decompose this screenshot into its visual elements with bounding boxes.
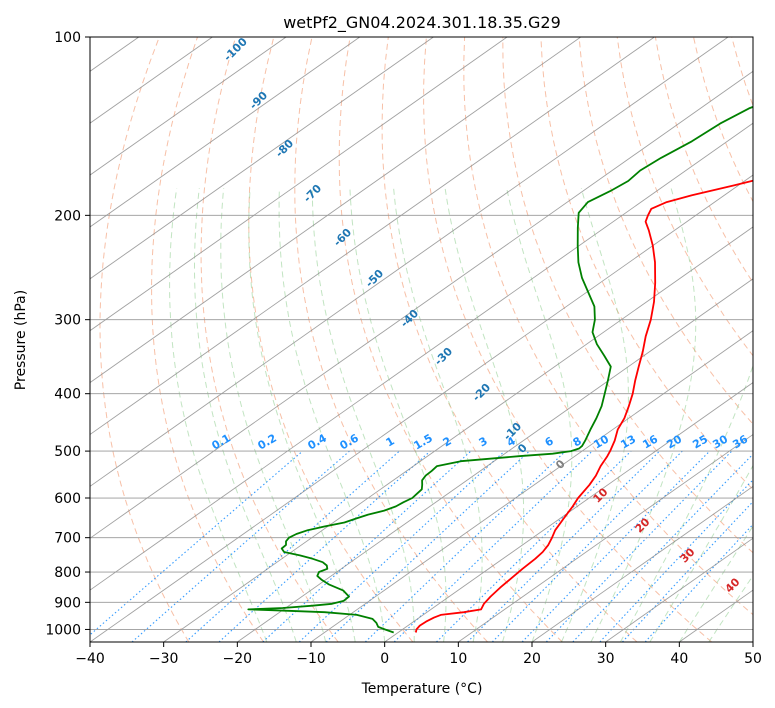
y-tick-label: 200 bbox=[54, 208, 81, 224]
background-lines bbox=[90, 37, 753, 642]
dry-adiabat bbox=[540, 37, 753, 491]
y-tick-label: 1000 bbox=[45, 622, 81, 638]
axis-ticks: −40 −30 −20 −10 0 10 20 30 40 50 1000 900 800 700 600 5… bbox=[45, 30, 762, 667]
isotherm bbox=[90, 122, 753, 591]
mixing-ratio-line bbox=[393, 450, 593, 642]
y-tick-label: 400 bbox=[54, 387, 81, 403]
mixing-ratio-line bbox=[545, 450, 733, 642]
mixing-ratio-line bbox=[218, 450, 431, 642]
y-tick-label: 100 bbox=[54, 30, 81, 46]
y-tick-label: 600 bbox=[54, 491, 81, 507]
isotherm bbox=[90, 37, 655, 436]
x-tick-label: −20 bbox=[223, 651, 253, 667]
x-tick-label: 0 bbox=[380, 651, 389, 667]
mixing-ratio-line bbox=[599, 479, 753, 642]
isotherm bbox=[237, 278, 753, 642]
isotherm bbox=[90, 37, 434, 280]
mixing-ratio-line bbox=[572, 453, 753, 642]
x-axis-label: Temperature (°C) bbox=[361, 681, 483, 697]
dry-adiabat bbox=[338, 37, 563, 642]
moist-adiabat bbox=[248, 188, 356, 642]
isotherm bbox=[90, 37, 287, 176]
dry-adiabat bbox=[200, 37, 339, 642]
y-tick-label: 700 bbox=[54, 531, 81, 547]
mixing-ratio-line bbox=[185, 450, 400, 642]
moist-adiabat bbox=[649, 464, 753, 642]
dry-adiabat bbox=[294, 37, 488, 642]
profiles bbox=[247, 105, 753, 634]
dry-adiabat bbox=[502, 37, 753, 554]
moist-adiabat bbox=[349, 188, 447, 642]
x-tick-label: 50 bbox=[744, 651, 762, 667]
moist-adiabat bbox=[678, 525, 753, 642]
x-tick-label: 20 bbox=[523, 651, 541, 667]
moist-adiabat bbox=[194, 188, 297, 642]
isotherm bbox=[90, 37, 582, 384]
moist-adiabat bbox=[278, 188, 386, 642]
isotherm bbox=[384, 382, 753, 642]
mixing-ratio-line bbox=[364, 450, 566, 642]
plot-area bbox=[90, 37, 753, 642]
dry-adiabat bbox=[578, 37, 753, 425]
moist-adiabat bbox=[169, 188, 268, 642]
moist-adiabat bbox=[619, 364, 753, 642]
dry-adiabat bbox=[463, 37, 753, 616]
y-axis-label: Pressure (hPa) bbox=[13, 290, 29, 390]
y-tick-label: 900 bbox=[54, 595, 81, 611]
dry-adiabat bbox=[616, 37, 753, 357]
mixing-ratio-line bbox=[436, 450, 632, 642]
y-tick-label: 800 bbox=[54, 565, 81, 581]
plot-frame bbox=[89, 36, 754, 643]
isotherm bbox=[90, 174, 753, 642]
moist-adiabat bbox=[506, 188, 573, 642]
mixing-ratio-line bbox=[521, 450, 711, 642]
chart-title: wetPf2_GN04.2024.301.18.35.G29 bbox=[283, 13, 561, 33]
dry-adiabat bbox=[151, 37, 264, 642]
moist-adiabat bbox=[561, 188, 629, 642]
isotherm bbox=[90, 37, 508, 332]
isotherm bbox=[90, 37, 729, 487]
x-tick-label: −40 bbox=[75, 651, 105, 667]
moist-adiabat bbox=[311, 188, 415, 642]
isotherm bbox=[310, 330, 753, 642]
dry-adiabat bbox=[248, 37, 414, 642]
mixing-ratio-line bbox=[491, 450, 683, 642]
mixing-ratio-line bbox=[467, 450, 660, 642]
y-tick-label: 500 bbox=[54, 444, 81, 460]
mixing-ratio-line bbox=[298, 450, 505, 642]
isotherm bbox=[163, 226, 753, 642]
y-tick-label: 300 bbox=[54, 313, 81, 329]
isotherm bbox=[90, 37, 361, 228]
dewpoint-profile bbox=[247, 105, 753, 634]
x-tick-label: 30 bbox=[597, 651, 615, 667]
mixing-ratio-line bbox=[90, 450, 303, 636]
moist-adiabat bbox=[393, 188, 483, 642]
x-tick-label: −10 bbox=[296, 651, 326, 667]
isotherm bbox=[531, 485, 753, 642]
x-tick-label: 40 bbox=[670, 651, 688, 667]
x-tick-label: −30 bbox=[149, 651, 179, 667]
isotherm bbox=[90, 70, 753, 539]
x-tick-label: 10 bbox=[449, 651, 467, 667]
isotherm bbox=[605, 537, 753, 642]
isotherm bbox=[458, 433, 753, 642]
temperature-profile bbox=[414, 179, 753, 633]
dry-adiabat bbox=[381, 37, 638, 642]
